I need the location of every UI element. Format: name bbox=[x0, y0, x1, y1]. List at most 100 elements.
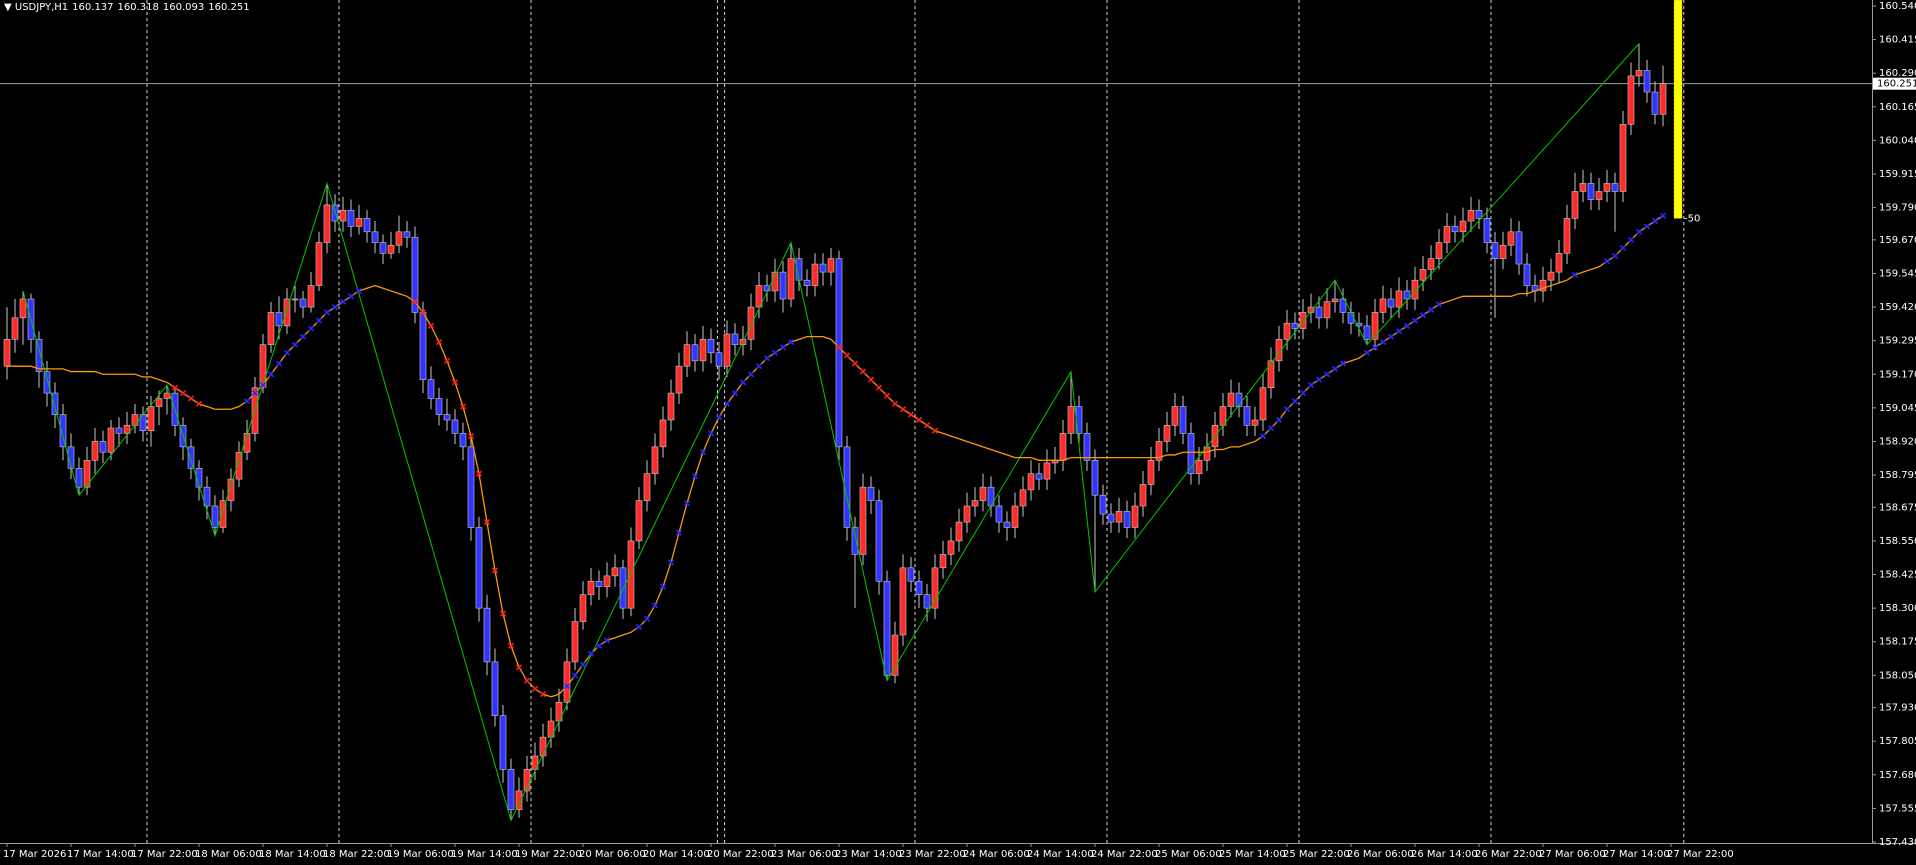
ma-marker bbox=[1627, 236, 1635, 243]
candle-body bbox=[763, 285, 771, 292]
candle-body bbox=[635, 500, 643, 542]
candle-body bbox=[1515, 231, 1523, 265]
ma-marker bbox=[1659, 212, 1667, 219]
candle-body bbox=[1283, 322, 1291, 340]
ma-marker bbox=[651, 602, 659, 609]
candle-body bbox=[467, 446, 475, 528]
y-tick-label: 158.920 bbox=[1879, 436, 1916, 447]
candle-body bbox=[1603, 183, 1611, 192]
candle-body bbox=[1491, 242, 1499, 259]
ma-marker bbox=[451, 379, 459, 386]
ma-marker bbox=[595, 642, 603, 649]
ma-marker bbox=[1403, 322, 1411, 329]
candle-body bbox=[1587, 183, 1595, 200]
ma-marker bbox=[323, 309, 331, 316]
x-tick-label: 20 Mar 22:00 bbox=[707, 849, 774, 860]
ma-marker bbox=[1379, 338, 1387, 346]
candle-body bbox=[515, 790, 523, 811]
y-tick-label: 159.545 bbox=[1879, 268, 1916, 279]
candle-body bbox=[459, 433, 467, 448]
candle-body bbox=[1067, 406, 1075, 434]
ma-marker bbox=[731, 390, 739, 397]
candle-body bbox=[1195, 459, 1203, 475]
candle-body bbox=[1011, 505, 1019, 528]
y-tick-label: 158.300 bbox=[1879, 603, 1916, 614]
candle-body bbox=[1235, 392, 1243, 407]
candle-body bbox=[1291, 322, 1299, 329]
candle-body bbox=[203, 486, 211, 507]
chart-header: ▼ USDJPY,H1 160.137 160.318 160.093 160.251 bbox=[4, 2, 250, 13]
ma-marker bbox=[675, 529, 683, 536]
ma-marker bbox=[251, 390, 259, 397]
ma-marker bbox=[171, 384, 179, 391]
ma-marker bbox=[1331, 365, 1339, 372]
candle-body bbox=[1091, 459, 1099, 496]
candle-body bbox=[1187, 433, 1195, 475]
ma-marker bbox=[531, 685, 539, 692]
candle-body bbox=[875, 500, 883, 582]
candle-body bbox=[499, 715, 507, 770]
candle-body bbox=[787, 258, 795, 300]
ma-marker bbox=[347, 293, 355, 300]
candle-body bbox=[579, 594, 587, 622]
candle-body bbox=[1395, 290, 1403, 308]
candle-body bbox=[1579, 183, 1587, 192]
ma-marker bbox=[315, 317, 323, 324]
x-tick-label: 24 Mar 14:00 bbox=[1027, 849, 1094, 860]
ma-marker bbox=[771, 349, 779, 356]
ma-marker bbox=[851, 360, 859, 367]
candle-body bbox=[1435, 242, 1443, 259]
y-tick-label: 158.175 bbox=[1879, 637, 1916, 648]
ma-marker bbox=[1283, 406, 1291, 413]
candle-body bbox=[571, 621, 579, 663]
candle-body bbox=[1251, 419, 1259, 426]
candle-body bbox=[1299, 312, 1307, 329]
candle-body bbox=[563, 661, 571, 703]
ma-marker bbox=[883, 392, 891, 399]
candle-body bbox=[835, 258, 843, 448]
candle-body bbox=[651, 446, 659, 475]
candle-body bbox=[1555, 253, 1563, 273]
candle-body bbox=[363, 218, 371, 233]
ma-marker bbox=[523, 677, 531, 684]
ma-marker bbox=[1411, 317, 1419, 324]
candle-body bbox=[211, 505, 219, 528]
ma-marker bbox=[515, 664, 523, 671]
candle-body bbox=[1659, 83, 1667, 115]
x-tick-label: 18 Mar 06:00 bbox=[195, 849, 262, 860]
y-tick-label: 158.050 bbox=[1879, 670, 1916, 681]
candle-body bbox=[51, 392, 59, 415]
candle-body bbox=[83, 459, 91, 488]
ma-marker bbox=[1275, 416, 1283, 424]
candle-body bbox=[867, 486, 875, 501]
ma-marker bbox=[571, 672, 579, 679]
ma-marker bbox=[867, 376, 875, 383]
ma-marker bbox=[1635, 228, 1643, 235]
candle-body bbox=[395, 231, 403, 246]
candle-body bbox=[1347, 312, 1355, 324]
candle-body bbox=[1163, 425, 1171, 442]
candle-body bbox=[1331, 298, 1339, 302]
candle-body bbox=[147, 406, 155, 432]
candle-body bbox=[947, 540, 955, 555]
candle-body bbox=[939, 554, 947, 569]
candle-body bbox=[1107, 513, 1115, 523]
ma-marker bbox=[1307, 381, 1315, 389]
candle-body bbox=[723, 333, 731, 367]
ma-marker bbox=[739, 379, 747, 386]
candle-body bbox=[931, 567, 939, 609]
candle-body bbox=[475, 527, 483, 609]
ma-marker bbox=[179, 390, 187, 397]
ma-marker bbox=[195, 400, 203, 407]
candle-body bbox=[691, 344, 699, 362]
open: 160.137 bbox=[72, 2, 114, 13]
y-tick-label: 157.930 bbox=[1879, 703, 1916, 714]
candle-body bbox=[627, 540, 635, 609]
candle-body bbox=[59, 414, 67, 448]
ma-marker bbox=[1395, 328, 1403, 335]
candle-body bbox=[267, 312, 275, 346]
candle-body bbox=[659, 419, 667, 448]
ma-marker bbox=[915, 416, 923, 424]
candle-body bbox=[187, 446, 195, 469]
candle-body bbox=[667, 392, 675, 421]
